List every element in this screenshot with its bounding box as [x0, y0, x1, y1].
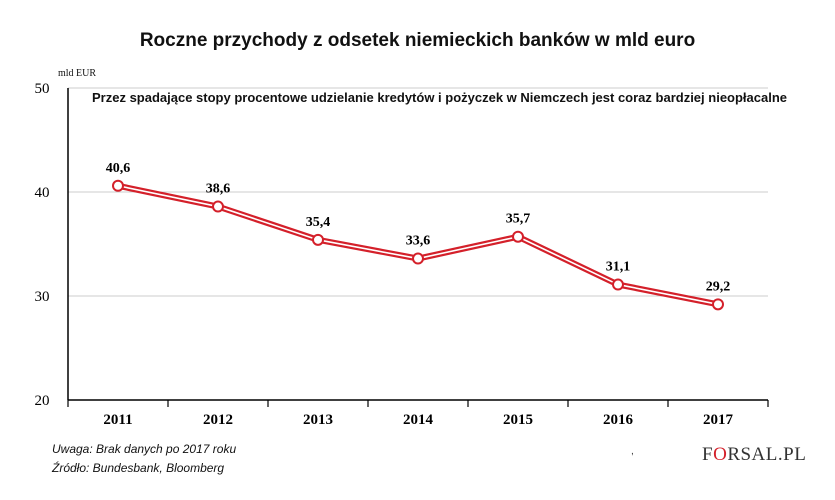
grid-lines: [68, 87, 768, 297]
x-tick-label: 2017: [703, 412, 734, 428]
footnote-source: Źródło: Bundesbank, Bloomberg: [52, 461, 225, 475]
x-tick-label: 2013: [303, 412, 333, 428]
data-point: [512, 230, 524, 243]
x-tick-label: 2015: [503, 412, 533, 428]
data-label: 35,7: [506, 212, 531, 227]
y-tick-label: 50: [35, 81, 50, 97]
data-point: [712, 298, 724, 311]
data-label: 29,2: [706, 279, 731, 294]
data-label: 31,1: [606, 260, 631, 275]
data-points: [112, 179, 724, 311]
brand-logo: FORSAL.PL: [702, 444, 806, 466]
x-tick-label: 2014: [403, 412, 434, 428]
brand-suffix: RSAL.PL: [727, 444, 807, 465]
footnote: Uwaga: Brak danych po 2017 roku Źródło: …: [52, 440, 236, 478]
x-tick-label: 2011: [103, 412, 132, 428]
y-tick-label: 30: [35, 289, 50, 305]
tick-labels: 20 30 40 50 2011 2012 2013 2014 2015 2016 2017: [35, 81, 734, 428]
axes: [67, 88, 769, 407]
data-labels: 40,6 38,6 35,4 33,6 35,7 31,1 29,2: [106, 161, 731, 295]
brand-prefix: F: [702, 444, 714, 465]
data-point: [112, 179, 124, 192]
data-label: 38,6: [206, 182, 231, 197]
brand-mark: O: [713, 444, 728, 465]
data-point: [212, 200, 224, 213]
data-label: 35,4: [306, 215, 331, 230]
chart-title: Roczne przychody z odsetek niemieckich b…: [139, 30, 696, 51]
x-tick-label: 2016: [603, 412, 634, 428]
footnote-note: Uwaga: Brak danych po 2017 roku: [52, 442, 237, 456]
data-point: [412, 252, 424, 265]
stray-mark: ,: [631, 446, 634, 457]
chart-subtitle: Przez spadające stopy procentowe udziela…: [92, 90, 788, 105]
x-tick-label: 2012: [203, 412, 233, 428]
data-label: 40,6: [106, 161, 131, 176]
data-label: 33,6: [406, 234, 431, 249]
data-point: [312, 233, 324, 246]
y-unit-label: mld EUR: [58, 68, 97, 79]
data-point: [612, 278, 624, 291]
y-tick-label: 20: [35, 393, 50, 409]
y-tick-label: 40: [35, 185, 50, 201]
